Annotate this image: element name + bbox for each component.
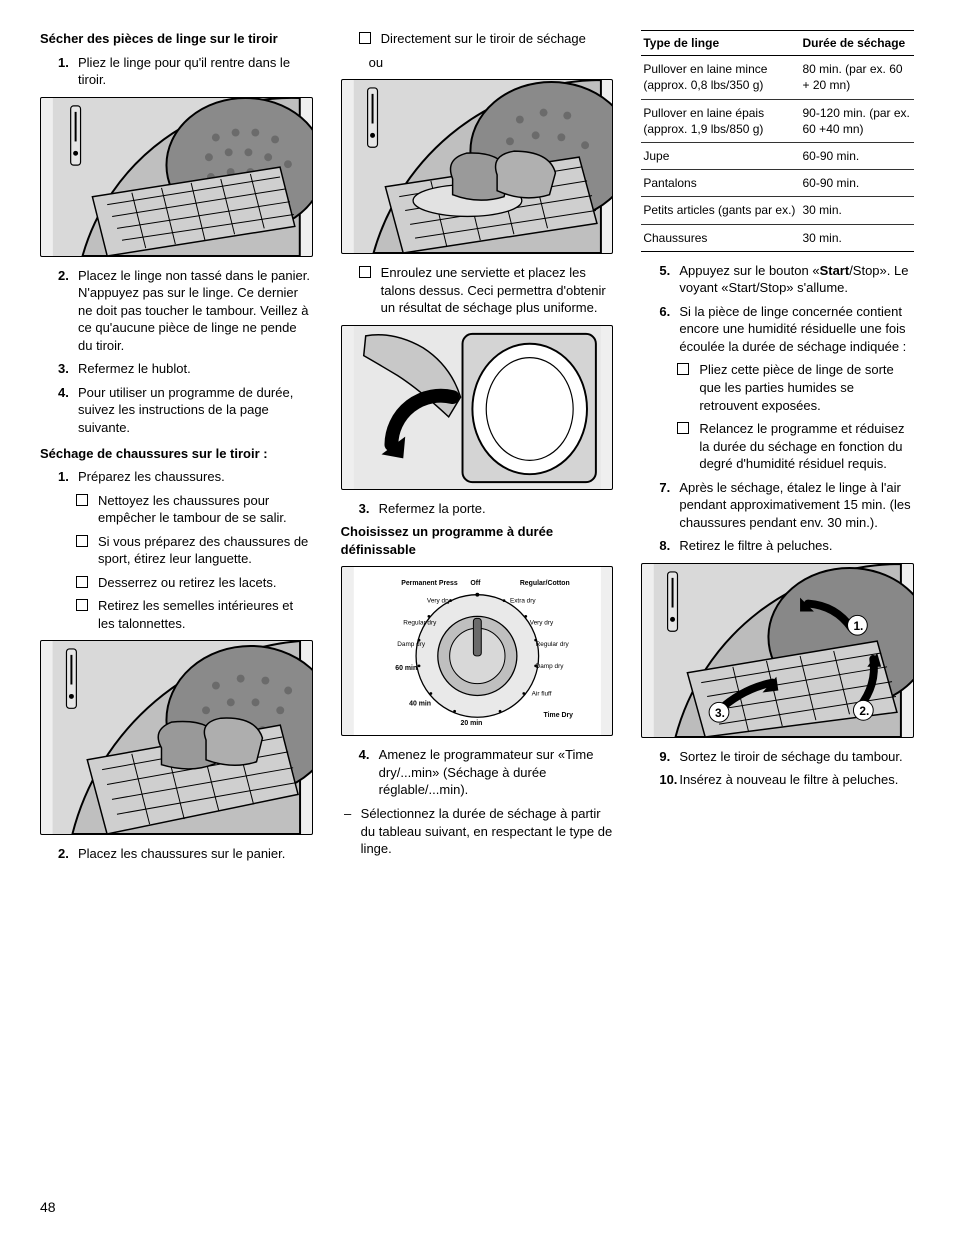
col3-step-6: 6.Si la pièce de linge concernée contien… — [659, 303, 914, 356]
step-1: 1.Pliez le linge pour qu'il rentre dans … — [58, 54, 313, 89]
col2-step-4b: – Sélectionnez la durée de séchage à par… — [341, 805, 614, 858]
svg-text:Extra dry: Extra dry — [510, 598, 536, 605]
col2-step-3-text: Refermez la porte. — [379, 501, 486, 516]
column-2: Directement sur le tiroir de séchage ou — [341, 30, 614, 869]
col2-bullet-towel: Enroulez une serviette et placez les tal… — [359, 264, 614, 317]
tcell: 90-120 min. (par ex. 60 +40 mn) — [801, 99, 915, 142]
tcell: 30 min. — [801, 224, 915, 251]
col3-step-10: 10.Insérez à nouveau le filtre à peluche… — [659, 771, 914, 789]
tcell: Pullover en laine mince (approx. 0,8 lbs… — [641, 56, 800, 99]
shoe-bullet-4: Retirez les semelles intérieures et les … — [76, 597, 313, 632]
shoe-bullet-3: Desserrez ou retirez les lacets. — [76, 574, 313, 592]
svg-text:Regular dry: Regular dry — [535, 641, 569, 648]
step-2: 2.Placez le linge non tassé dans le pani… — [58, 267, 313, 355]
column-1: Sécher des pièces de linge sur le tiroir… — [40, 30, 313, 869]
tcell: 30 min. — [801, 197, 915, 224]
svg-text:Off: Off — [470, 580, 481, 587]
svg-text:20 min: 20 min — [460, 720, 482, 727]
shoe-step-1: 1.Préparez les chaussures. — [58, 468, 313, 486]
shoe-step-2-text: Placez les chaussures sur le panier. — [78, 846, 285, 861]
svg-text:Time Dry: Time Dry — [543, 713, 573, 720]
col3-bullet-1: Pliez cette pièce de linge de sorte que … — [677, 361, 914, 414]
col3-step-8: 8.Retirez le filtre à peluches. — [659, 537, 914, 555]
shoe-step-2: 2.Placez les chaussures sur le panier. — [58, 845, 313, 863]
svg-text:3.: 3. — [715, 706, 725, 720]
step-3: 3.Refermez le hublot. — [58, 360, 313, 378]
svg-text:40 min: 40 min — [409, 701, 431, 708]
shoe-bullet-2: Si vous préparez des chaussures de sport… — [76, 533, 313, 568]
tcell: 80 min. (par ex. 60 + 20 mn) — [801, 56, 915, 99]
svg-text:Very dry: Very dry — [427, 598, 451, 605]
col3-step-5b: Start — [820, 263, 850, 278]
heading-dry-drawer: Sécher des pièces de linge sur le tiroir — [40, 30, 313, 48]
col2-bullet-direct: Directement sur le tiroir de séchage — [359, 30, 614, 48]
svg-text:Regular dry: Regular dry — [403, 620, 437, 627]
illustration-drum-laundry — [40, 97, 313, 257]
col3-step-9-text: Sortez le tiroir de séchage du tambour. — [679, 749, 902, 764]
heading-shoes: Séchage de chaussures sur le tiroir : — [40, 445, 313, 463]
col3-step-5a: Appuyez sur le bouton « — [679, 263, 819, 278]
col2-step-4b-text: Sélectionnez la durée de séchage à parti… — [361, 806, 613, 856]
step-4: 4.Pour utiliser un programme de durée, s… — [58, 384, 313, 437]
column-3: Type de linge Durée de séchage Pullover … — [641, 30, 914, 869]
col2-step-4: 4.Amenez le programmateur sur «Time dry/… — [359, 746, 614, 799]
tcell: Jupe — [641, 142, 800, 169]
illustration-filter: 1. 2. 3. — [641, 563, 914, 738]
illustration-program-dial: Permanent Press Off Regular/Cotton Very … — [341, 566, 614, 736]
col3-step-7: 7.Après le séchage, étalez le linge à l'… — [659, 479, 914, 532]
svg-text:2.: 2. — [860, 704, 870, 718]
tcell: Chaussures — [641, 224, 800, 251]
drying-time-table: Type de linge Durée de séchage Pullover … — [641, 30, 914, 252]
col3-step-5: 5. Appuyez sur le bouton «Start/Stop». L… — [659, 262, 914, 297]
tcell: 60-90 min. — [801, 170, 915, 197]
svg-text:60 min: 60 min — [395, 665, 417, 672]
svg-text:1.: 1. — [854, 619, 864, 633]
tcell: Pullover en laine épais (approx. 1,9 lbs… — [641, 99, 800, 142]
tcell: Petits articles (gants par ex.) — [641, 197, 800, 224]
col3-step-8-text: Retirez le filtre à peluches. — [679, 538, 832, 553]
svg-text:Permanent Press: Permanent Press — [401, 580, 458, 587]
th-duration: Durée de séchage — [801, 31, 915, 56]
svg-text:Air fluff: Air fluff — [531, 691, 551, 698]
step-4-text: Pour utiliser un programme de durée, sui… — [78, 385, 293, 435]
col3-bullet-2: Relancez le programme et réduisez la dur… — [677, 420, 914, 473]
step-2-text: Placez le linge non tassé dans le panier… — [78, 268, 310, 353]
svg-text:Very dry: Very dry — [529, 620, 553, 627]
shoe-bullet-1: Nettoyez les chaussures pour empêcher le… — [76, 492, 313, 527]
col3-step-6-text: Si la pièce de linge concernée contient … — [679, 304, 906, 354]
tcell: 60-90 min. — [801, 142, 915, 169]
page-number: 48 — [40, 1198, 56, 1217]
heading-program: Choisissez un programme à durée définiss… — [341, 523, 614, 558]
th-type: Type de linge — [641, 31, 800, 56]
svg-text:Damp dry: Damp dry — [397, 641, 426, 648]
svg-text:Regular/Cotton: Regular/Cotton — [520, 580, 570, 587]
tcell: Pantalons — [641, 170, 800, 197]
shoe-step-1-text: Préparez les chaussures. — [78, 469, 225, 484]
step-1-text: Pliez le linge pour qu'il rentre dans le… — [78, 55, 290, 88]
col2-step-4-text: Amenez le programmateur sur «Time dry/..… — [379, 747, 594, 797]
illustration-shoes-on-drawer — [341, 79, 614, 254]
col3-step-7-text: Après le séchage, étalez le linge à l'ai… — [679, 480, 910, 530]
step-3-text: Refermez le hublot. — [78, 361, 191, 376]
svg-text:Damp dry: Damp dry — [535, 663, 564, 670]
col2-step-3: 3.Refermez la porte. — [359, 500, 614, 518]
col3-step-9: 9.Sortez le tiroir de séchage du tambour… — [659, 748, 914, 766]
ou-text: ou — [369, 54, 614, 72]
col3-step-10-text: Insérez à nouveau le filtre à peluches. — [679, 772, 898, 787]
illustration-close-door — [341, 325, 614, 490]
illustration-drum-shoes — [40, 640, 313, 835]
